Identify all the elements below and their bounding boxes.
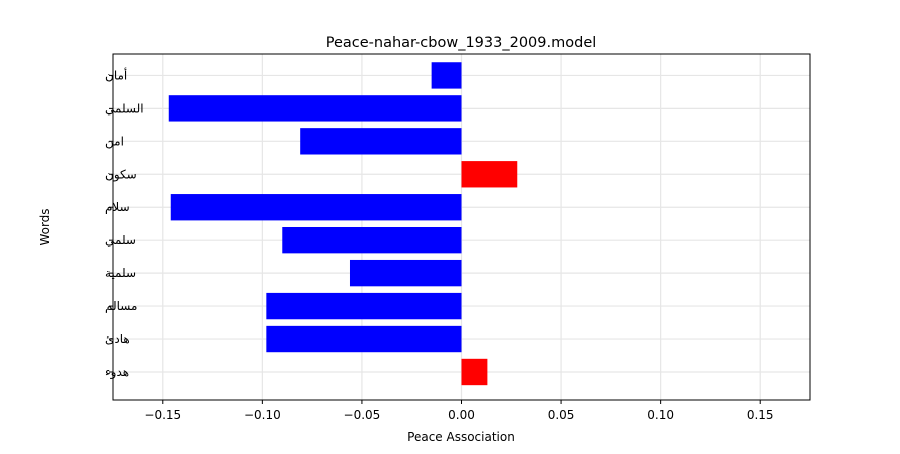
y-axis-label: Words	[38, 208, 52, 245]
bar	[266, 292, 462, 320]
y-tick-label: امن	[105, 134, 124, 149]
y-axis-ticks: أمان السلمي امن سكون سلام سلمي سلمية مسالم هادئ ه…	[105, 67, 144, 380]
x-tick-label: −0.05	[344, 408, 381, 422]
bar	[266, 325, 462, 353]
y-tick-label: السلمي	[105, 101, 144, 115]
x-tick-label: −0.10	[244, 408, 281, 422]
chart-title: Peace-nahar-cbow_1933_2009.model	[326, 35, 597, 51]
bar	[349, 259, 462, 287]
y-tick-label: سكون	[105, 167, 137, 182]
y-tick-label: مسالم	[105, 299, 137, 313]
bar	[300, 128, 462, 155]
x-tick-label: −0.15	[144, 408, 181, 422]
y-tick-label: سلمي	[105, 233, 136, 247]
bar	[168, 95, 462, 122]
bar	[282, 227, 462, 254]
x-tick-label: 0.00	[448, 408, 475, 422]
y-tick-label: سلام	[105, 200, 130, 214]
bar	[461, 161, 518, 188]
bars	[168, 62, 518, 386]
x-axis-ticks: −0.15 −0.10 −0.05 0.00 0.05 0.10 0.15	[144, 400, 774, 422]
y-tick-label: أمان	[105, 67, 127, 82]
bar	[431, 62, 462, 89]
y-tick-label: هادئ	[105, 332, 130, 346]
bar	[461, 358, 488, 386]
x-tick-label: 0.10	[647, 408, 674, 422]
y-tick-label: سلمية	[105, 266, 136, 280]
x-tick-label: 0.15	[747, 408, 774, 422]
bar	[170, 194, 462, 221]
x-tick-label: 0.05	[548, 408, 575, 422]
x-axis-label: Peace Association	[407, 430, 515, 444]
y-tick-label: هدوء	[105, 365, 129, 380]
